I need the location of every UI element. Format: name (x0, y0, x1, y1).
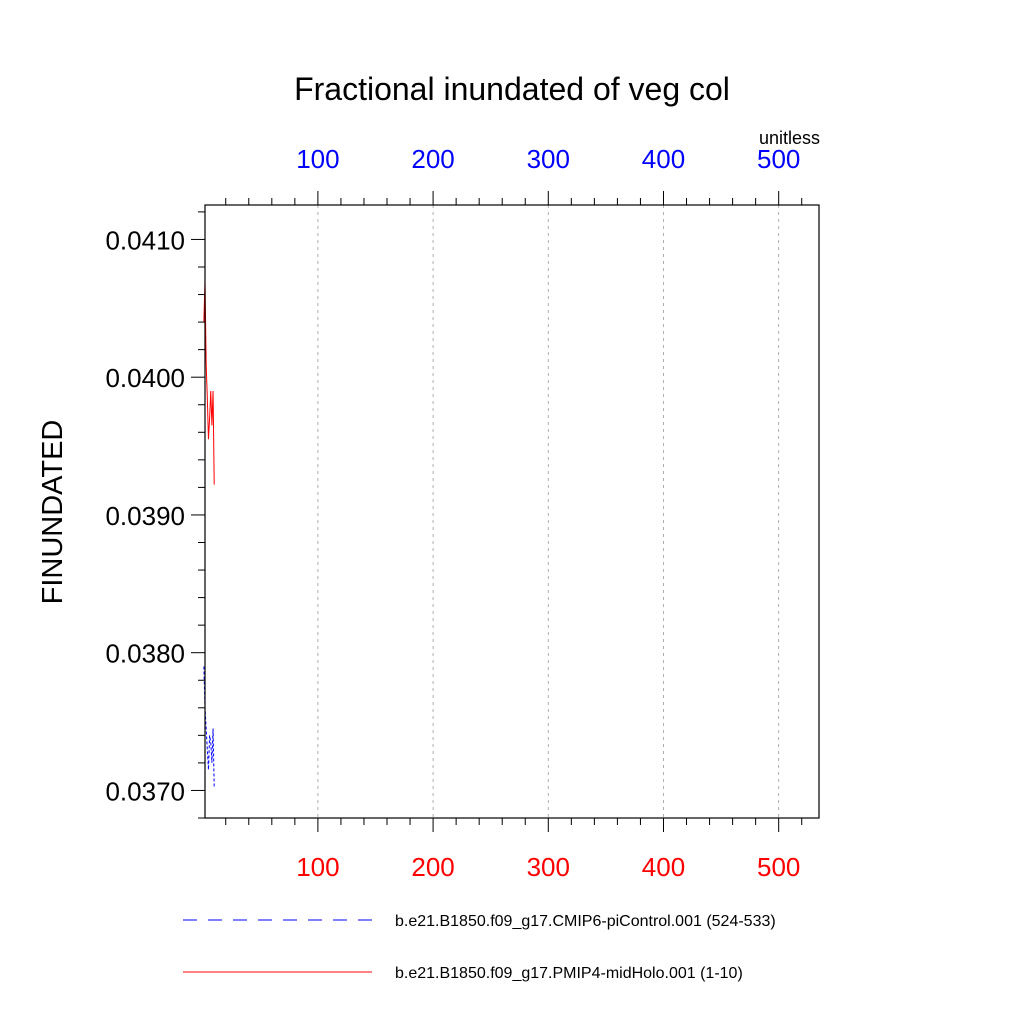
x-bottom-tick-label: 300 (527, 852, 570, 882)
legend-label-1: b.e21.B1850.f09_g17.CMIP6-piControl.001 … (395, 913, 776, 930)
x-bottom-tick-label: 400 (642, 852, 685, 882)
tick-labels: 0.0370 0.0380 0.0390 0.0400 0.0410 100 200 300 4… (105, 144, 800, 882)
legend: b.e21.B1850.f09_g17.CMIP6-piControl.001 … (183, 913, 776, 982)
x-top-tick-label: 100 (296, 144, 339, 174)
chart-title: Fractional inundated of veg col (294, 71, 730, 107)
y-tick-label: 0.0380 (105, 639, 185, 669)
y-tick-label: 0.0370 (105, 776, 185, 806)
x-bottom-tick-label: 200 (411, 852, 454, 882)
grid-lines (317, 205, 780, 818)
x-top-tick-label: 300 (527, 144, 570, 174)
plot-frame (204, 204, 820, 819)
units-label: unitless (759, 128, 820, 148)
y-axis-label: FINUNDATED (37, 420, 69, 605)
x-bottom-tick-label: 500 (757, 852, 800, 882)
y-tick-label: 0.0410 (105, 225, 185, 255)
x-bottom-tick-label: 100 (296, 852, 339, 882)
y-tick-label: 0.0390 (105, 501, 185, 531)
x-top-tick-label: 200 (411, 144, 454, 174)
x-top-tick-label: 400 (642, 144, 685, 174)
legend-label-2: b.e21.B1850.f09_g17.PMIP4-midHolo.001 (1… (395, 965, 743, 982)
tick-marks (191, 191, 803, 832)
x-top-tick-label: 500 (757, 144, 800, 174)
y-tick-label: 0.0400 (105, 363, 185, 393)
